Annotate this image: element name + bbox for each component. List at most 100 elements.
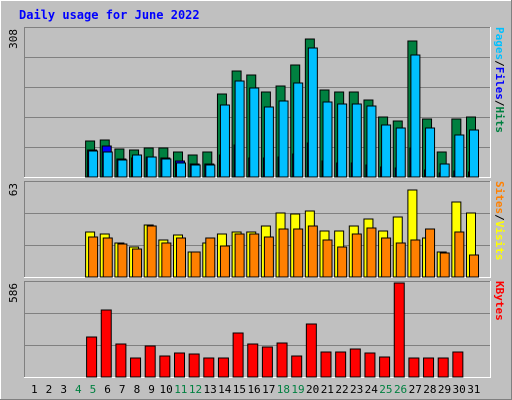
x-axis-day-label: 28: [423, 383, 436, 396]
kbytes-bar: [364, 352, 376, 378]
pages-bar: [88, 150, 99, 178]
x-axis-labels: 1 2 3 4 5 6 7 8 9 10 11 12 13 14 15 16 17 18 19 20 21 22 23 24 2…: [31, 383, 480, 396]
hits-panel-legend-part: /: [493, 100, 506, 107]
pages-bar: [351, 103, 362, 178]
x-axis-day-label: 9: [148, 383, 155, 396]
kbytes-panel-max-label: 586: [7, 283, 20, 303]
sites-bar: [161, 242, 172, 278]
kbytes-panel-legend-part: KBytes: [493, 281, 506, 321]
pages-bar: [190, 164, 201, 178]
x-axis-day-label: 27: [409, 383, 422, 396]
sites-bar: [234, 233, 245, 278]
kbytes-bar: [232, 332, 244, 378]
kbytes-bar: [423, 357, 435, 378]
x-axis-day-label: 16: [247, 383, 260, 396]
pages-bar: [278, 100, 289, 178]
pages-bar: [117, 159, 128, 178]
hits-panel-legend-part: Files: [493, 67, 506, 100]
kbytes-bar: [335, 351, 347, 378]
x-axis-day-label: 14: [218, 383, 232, 396]
sites-bar: [117, 243, 128, 278]
hits-panel-legend-part: Hits: [493, 107, 506, 134]
sites-bar: [190, 251, 201, 278]
pages-bar: [161, 158, 172, 178]
pages-bar: [366, 105, 377, 178]
pages-bar: [102, 151, 113, 178]
x-axis-day-label: 29: [438, 383, 451, 396]
x-axis-day-label: 20: [306, 383, 319, 396]
sites-bar: [102, 237, 113, 278]
kbytes-bar: [247, 343, 259, 378]
kbytes-bar: [305, 323, 317, 378]
sites-bar: [425, 228, 436, 278]
hits-panel-legend: Pages/Files/Hits: [493, 27, 506, 133]
hits-panel-legend-part: /: [493, 60, 506, 67]
x-axis-day-label: 22: [335, 383, 348, 396]
pages-bar: [293, 82, 304, 178]
x-axis-day-label: 2: [46, 383, 53, 396]
pages-bar: [205, 164, 216, 178]
kbytes-bar: [379, 356, 391, 378]
pages-bar: [454, 134, 465, 178]
sites-bar: [322, 239, 333, 278]
kbytes-bar: [188, 353, 200, 378]
kbytes-bar: [291, 355, 303, 378]
pages-bar: [395, 127, 406, 178]
x-axis-day-label: 13: [204, 383, 217, 396]
pages-bar: [307, 47, 318, 178]
sites-bar: [176, 237, 186, 278]
x-axis-day-label: 31: [467, 383, 480, 396]
x-axis-day-label: 25: [379, 383, 392, 396]
x-axis-day-label: 18: [277, 383, 290, 396]
sites-bar: [146, 225, 157, 278]
kbytes-bar: [144, 345, 156, 378]
x-axis-day-label: 3: [60, 383, 67, 396]
sites-bar: [307, 225, 318, 278]
sites-bar: [132, 248, 143, 278]
x-axis-day-label: 7: [119, 383, 126, 396]
x-axis-day-label: 1: [31, 383, 38, 396]
sites-bar: [88, 236, 99, 278]
x-axis-day-label: 15: [233, 383, 246, 396]
x-axis-day-label: 4: [75, 383, 82, 396]
x-axis-day-label: 26: [394, 383, 407, 396]
pages-bar: [381, 124, 392, 178]
pages-bar: [439, 163, 450, 178]
sites-bar: [381, 237, 392, 278]
visits-panel-legend-part: /: [493, 214, 506, 221]
kbytes-bar: [276, 342, 288, 378]
hits-panel-max-label: 308: [7, 29, 20, 49]
pages-bar: [234, 80, 245, 178]
sites-bar: [219, 245, 230, 278]
kbytes-bar: [452, 351, 464, 378]
pages-bar: [263, 106, 274, 178]
visits-panel-legend-part: Visits: [493, 221, 506, 261]
kbytes-panel-legend: KBytes: [493, 281, 506, 321]
pages-bar: [146, 156, 157, 178]
visits-panel-max-label: 63: [7, 183, 20, 196]
kbytes-bar: [203, 357, 215, 378]
pages-bar: [322, 101, 333, 178]
x-axis-day-label: 24: [365, 383, 379, 396]
hits-panel-legend-part: Pages: [493, 27, 506, 60]
kbytes-bar: [130, 357, 142, 378]
sites-bar: [351, 233, 362, 278]
kbytes-bar: [100, 309, 112, 378]
sites-bar: [278, 228, 289, 278]
kbytes-bar: [261, 346, 273, 378]
chart-title: Daily usage for June 2022: [19, 8, 200, 22]
kbytes-bar: [86, 336, 98, 378]
x-axis-day-label: 10: [160, 383, 173, 396]
x-axis-day-label: 6: [104, 383, 111, 396]
kbytes-bar: [349, 348, 361, 378]
x-axis-day-label: 19: [291, 383, 304, 396]
sites-bar: [337, 246, 348, 278]
x-axis-day-label: 23: [350, 383, 363, 396]
x-axis-day-label: 11: [174, 383, 187, 396]
sites-bar: [410, 239, 421, 278]
kbytes-bar: [393, 282, 405, 378]
kbytes-bar: [174, 352, 185, 378]
